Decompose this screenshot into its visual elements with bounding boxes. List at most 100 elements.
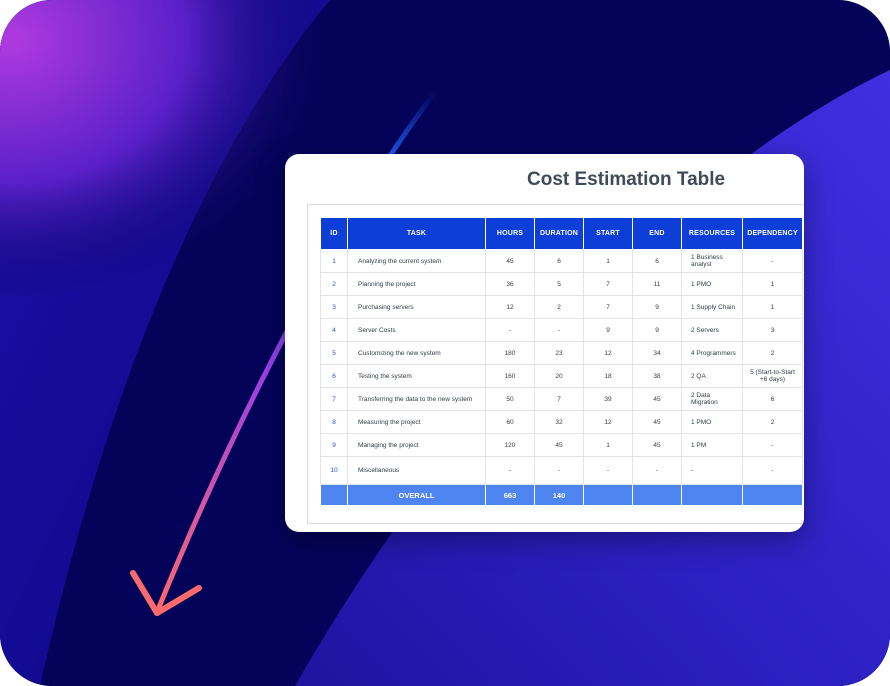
cell-resources: 4 Programmers: [681, 341, 743, 365]
cell-resources: 1 PM: [681, 433, 743, 457]
cell-duration: 45: [534, 433, 584, 457]
cell-dependency: 5 (Start-to-Start +6 days): [742, 364, 803, 388]
cell-id: 2: [320, 272, 348, 296]
cell-start: 9: [583, 318, 633, 342]
table-row: 1 Analyzing the current system 45 6 1 6 …: [320, 249, 803, 273]
cell-hours: 160: [485, 364, 535, 388]
spreadsheet: ID TASK HOURS DURATION START END RESOURC…: [307, 204, 804, 524]
cell-start: 7: [583, 295, 633, 319]
cell-hours: 45: [485, 249, 535, 273]
cell-dependency: -: [742, 433, 803, 457]
cell-hours: -: [485, 318, 535, 342]
table-row: 7 Transferring the data to the new syste…: [320, 387, 803, 411]
cell-resources: -: [681, 456, 743, 485]
cell-start: -: [583, 456, 633, 485]
cell-dependency: 2: [742, 341, 803, 365]
cell-id: 7: [320, 387, 348, 411]
cell-start: 12: [583, 341, 633, 365]
cell-dependency: 3: [742, 318, 803, 342]
total-start-cell: [583, 484, 633, 506]
cell-duration: 2: [534, 295, 584, 319]
cell-duration: 6: [534, 249, 584, 273]
cell-hours: 120: [485, 433, 535, 457]
total-id-cell: [320, 484, 348, 506]
cell-dependency: -: [742, 456, 803, 485]
cell-resources: 2 Servers: [681, 318, 743, 342]
table-header-row: ID TASK HOURS DURATION START END RESOURC…: [320, 217, 803, 250]
cell-id: 9: [320, 433, 348, 457]
header-id: ID: [320, 217, 348, 250]
cell-id: 10: [320, 456, 348, 485]
table-row: 5 Customizing the new system 180 23 12 3…: [320, 341, 803, 365]
cell-end: 34: [632, 341, 682, 365]
cell-end: 9: [632, 295, 682, 319]
header-hours: HOURS: [485, 217, 535, 250]
cell-task: Testing the system: [347, 364, 486, 388]
cell-dependency: 1: [742, 272, 803, 296]
header-dependency: DEPENDENCY: [742, 217, 803, 250]
cell-start: 39: [583, 387, 633, 411]
table-row: 10 Miscellaneous - - - - - -: [320, 456, 803, 485]
cell-end: 9: [632, 318, 682, 342]
cell-end: 11: [632, 272, 682, 296]
cell-resources: 1 PMO: [681, 410, 743, 434]
cell-resources: 1 PMO: [681, 272, 743, 296]
cell-hours: 50: [485, 387, 535, 411]
cost-estimation-table: ID TASK HOURS DURATION START END RESOURC…: [320, 217, 803, 506]
cell-id: 4: [320, 318, 348, 342]
cell-duration: 23: [534, 341, 584, 365]
table-row: 8 Measuring the project 60 32 12 45 1 PM…: [320, 410, 803, 434]
cell-duration: 7: [534, 387, 584, 411]
header-resources: RESOURCES: [681, 217, 743, 250]
cell-hours: 36: [485, 272, 535, 296]
cell-resources: 1 Business analyst: [681, 249, 743, 273]
header-start: START: [583, 217, 633, 250]
total-row: OVERALL 663 140: [320, 484, 803, 506]
cell-hours: -: [485, 456, 535, 485]
cell-resources: 2 QA: [681, 364, 743, 388]
card-title: Cost Estimation Table: [527, 169, 726, 190]
cell-id: 8: [320, 410, 348, 434]
cell-duration: -: [534, 318, 584, 342]
cell-hours: 60: [485, 410, 535, 434]
cell-start: 18: [583, 364, 633, 388]
cell-start: 12: [583, 410, 633, 434]
cell-task: Planning the project: [347, 272, 486, 296]
table-preview-card: Cost Estimation Table ID TASK HOURS DURA…: [285, 154, 804, 532]
header-duration: DURATION: [534, 217, 584, 250]
table-row: 6 Testing the system 160 20 18 38 2 QA 5…: [320, 364, 803, 388]
cell-task: Managing the project: [347, 433, 486, 457]
header-end: END: [632, 217, 682, 250]
cell-start: 1: [583, 249, 633, 273]
table-row: 4 Server Costs - - 9 9 2 Servers 3: [320, 318, 803, 342]
cell-task: Analyzing the current system: [347, 249, 486, 273]
cell-end: -: [632, 456, 682, 485]
cell-duration: 5: [534, 272, 584, 296]
header-task: TASK: [347, 217, 486, 250]
total-label: OVERALL: [347, 484, 486, 506]
total-hours: 663: [485, 484, 535, 506]
cell-task: Purchasing servers: [347, 295, 486, 319]
cell-id: 1: [320, 249, 348, 273]
cell-resources: 1 Supply Chain: [681, 295, 743, 319]
cell-resources: 2 Data Migration: [681, 387, 743, 411]
cell-id: 6: [320, 364, 348, 388]
cell-end: 45: [632, 433, 682, 457]
cell-id: 5: [320, 341, 348, 365]
cell-task: Miscellaneous: [347, 456, 486, 485]
cell-task: Server Costs: [347, 318, 486, 342]
cell-duration: 20: [534, 364, 584, 388]
cell-hours: 180: [485, 341, 535, 365]
cell-task: Measuring the project: [347, 410, 486, 434]
cell-task: Customizing the new system: [347, 341, 486, 365]
cell-end: 38: [632, 364, 682, 388]
cell-start: 1: [583, 433, 633, 457]
cell-task: Transferring the data to the new system: [347, 387, 486, 411]
total-duration: 140: [534, 484, 584, 506]
table-row: 3 Purchasing servers 12 2 7 9 1 Supply C…: [320, 295, 803, 319]
cell-duration: -: [534, 456, 584, 485]
cell-dependency: 1: [742, 295, 803, 319]
cell-start: 7: [583, 272, 633, 296]
cell-dependency: 6: [742, 387, 803, 411]
